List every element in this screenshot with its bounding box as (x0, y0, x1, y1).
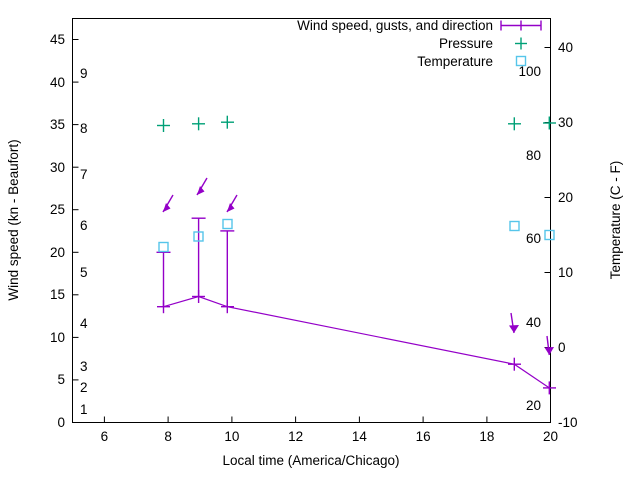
fahrenheit-scale-labels: 20 40 60 80 100 (518, 64, 541, 413)
wind-speed-markers (157, 290, 556, 395)
fahrenheit-60: 60 (526, 231, 541, 246)
fahrenheit-100: 100 (518, 64, 541, 79)
x-axis-title: Local time (America/Chicago) (222, 453, 399, 468)
legend-label-wind: Wind speed, gusts, and direction (297, 18, 493, 33)
beaufort-2: 2 (80, 380, 88, 395)
beaufort-4: 4 (80, 316, 88, 331)
y-tick-45: 45 (50, 32, 65, 47)
y2-tick-minus10: -10 (558, 415, 578, 430)
y-tick-5: 5 (57, 372, 65, 387)
beaufort-3: 3 (80, 359, 88, 374)
legend-label-pressure: Pressure (439, 36, 493, 51)
fahrenheit-80: 80 (526, 148, 541, 163)
y-tick-20: 20 (50, 245, 65, 260)
y-axis-title: Wind speed (kn - Beaufort) (6, 139, 21, 300)
y2-tick-30: 30 (558, 115, 573, 130)
y2-axis-celsius: -10 0 10 20 30 40 (544, 40, 578, 430)
gust-bars (156, 217, 235, 307)
beaufort-6: 6 (80, 218, 88, 233)
legend-marker-temperature (515, 55, 527, 67)
y-tick-15: 15 (50, 287, 65, 302)
beaufort-9: 9 (80, 66, 88, 81)
x-tick-12: 12 (288, 429, 303, 444)
beaufort-5: 5 (80, 265, 88, 280)
temperature-marker (193, 231, 204, 242)
y-tick-40: 40 (50, 75, 65, 90)
x-tick-10: 10 (224, 429, 239, 444)
wind-arrow (226, 194, 238, 213)
pressure-series (157, 115, 556, 132)
y2-axis-title: Temperature (C - F) (608, 161, 623, 280)
fahrenheit-20: 20 (526, 398, 541, 413)
temperature-marker (509, 220, 520, 232)
beaufort-7: 7 (80, 167, 88, 182)
legend-marker-pressure (515, 37, 527, 50)
y2-tick-20: 20 (558, 190, 573, 205)
x-tick-14: 14 (352, 429, 368, 444)
beaufort-1: 1 (80, 402, 88, 417)
plot-frame (72, 18, 551, 423)
y-tick-10: 10 (50, 330, 65, 345)
temperature-marker (158, 241, 169, 253)
y-tick-25: 25 (50, 202, 65, 217)
beaufort-scale-labels: 1 2 3 4 5 6 7 8 9 (80, 66, 88, 417)
x-axis: 6 8 10 12 14 16 18 20 (101, 416, 558, 444)
legend-marker-wind (500, 20, 542, 31)
y2-tick-40: 40 (558, 40, 573, 55)
y-tick-35: 35 (50, 117, 65, 132)
wind-direction-arrows (162, 177, 554, 356)
wind-arrow (162, 194, 174, 213)
temperature-marker (544, 229, 555, 241)
temperature-marker (222, 218, 233, 230)
x-tick-18: 18 (479, 429, 494, 444)
y2-tick-10: 10 (558, 265, 573, 280)
x-tick-16: 16 (416, 429, 431, 444)
y2-tick-0: 0 (558, 340, 566, 355)
x-tick-8: 8 (164, 429, 172, 444)
y-tick-30: 30 (50, 160, 65, 175)
wind-arrow (196, 177, 208, 196)
temperature-series (158, 218, 555, 253)
wind-arrow (509, 312, 519, 334)
legend-label-temperature: Temperature (417, 54, 493, 69)
y-axis-knots: 0 5 10 15 20 25 30 35 40 45 (50, 32, 79, 430)
beaufort-8: 8 (80, 121, 88, 136)
chart-legend: Wind speed, gusts, and direction Pressur… (297, 18, 542, 69)
x-tick-20: 20 (543, 429, 558, 444)
x-tick-6: 6 (101, 429, 109, 444)
wind-arrow (544, 335, 554, 356)
fahrenheit-40: 40 (526, 315, 541, 330)
y-tick-0: 0 (57, 415, 65, 430)
